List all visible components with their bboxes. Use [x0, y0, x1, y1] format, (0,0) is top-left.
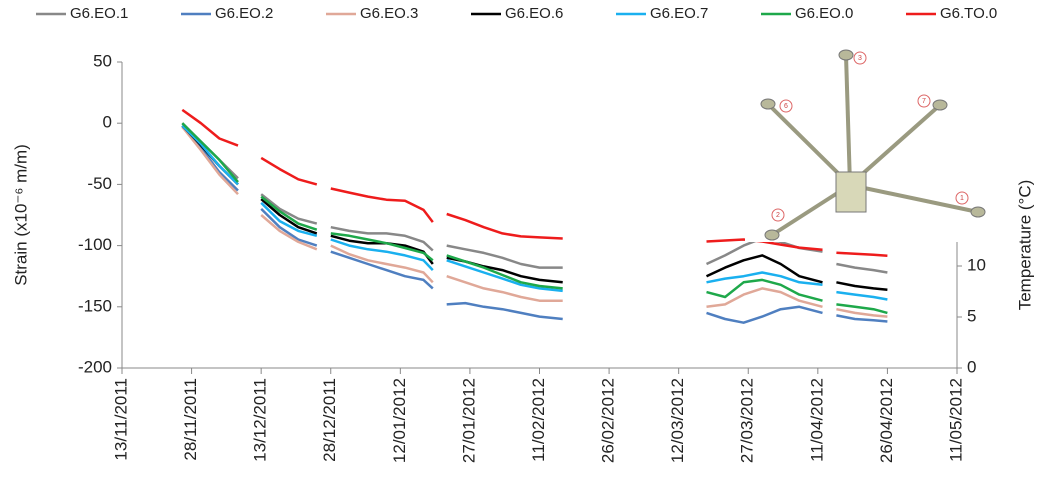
x-tick-label: 11/04/2012 [807, 378, 826, 462]
y2-tick-label: 10 [967, 255, 986, 274]
x-tick-label: 26/04/2012 [877, 378, 896, 463]
series-line [181, 108, 888, 258]
legend-label: G6.TO.0 [940, 5, 997, 22]
x-tick-label: 12/03/2012 [668, 378, 687, 463]
diagram-bg [745, 42, 990, 242]
diagram-label-ring [771, 208, 785, 222]
diagram-label: 1 [960, 195, 964, 202]
diagram-label-ring [955, 191, 969, 205]
y-axis-title: Strain (x10⁻⁶ m/m) [11, 144, 30, 286]
x-tick-label: 11/02/2012 [529, 378, 548, 462]
diagram-anchor [970, 206, 986, 218]
legend-label: G6.EO.7 [650, 5, 708, 22]
diagram-rod [849, 183, 979, 214]
y2-tick-label: 0 [967, 357, 976, 376]
x-tick-label: 27/01/2012 [459, 378, 478, 463]
series-line [181, 126, 888, 324]
diagram-label: 6 [784, 103, 788, 110]
series-line [181, 122, 888, 315]
diagram-label: 2 [776, 212, 780, 219]
x-tick-label: 28/12/2011 [320, 378, 339, 462]
legend-label: G6.EO.0 [795, 5, 853, 22]
diagram-block [835, 171, 867, 213]
y-tick-label: -100 [78, 235, 112, 254]
x-tick-label: 26/02/2012 [599, 378, 618, 463]
x-tick-label: 13/12/2011 [251, 378, 270, 462]
x-tick-label: 13/11/2011 [111, 378, 130, 461]
diagram-anchor [764, 229, 780, 241]
y-tick-label: -150 [78, 296, 112, 315]
diagram-anchor [838, 49, 854, 61]
x-tick-label: 12/01/2012 [390, 378, 409, 463]
y2-axis-title: Temperature (°C) [1015, 180, 1034, 311]
sensor-diagram: 1 2 3 6 7 [745, 42, 990, 242]
x-tick-label: 28/11/2011 [181, 378, 200, 461]
diagram-rod [844, 54, 852, 186]
legend-label: G6.EO.1 [70, 5, 128, 22]
y-tick-label: -200 [78, 357, 112, 376]
diagram-label-ring [779, 99, 793, 113]
legend-label: G6.EO.2 [215, 5, 273, 22]
diagram-anchor [932, 99, 948, 111]
y-tick-label: 50 [93, 51, 112, 70]
diagram-label-ring [853, 51, 867, 65]
diagram-anchor [760, 98, 776, 110]
series-line [181, 126, 888, 318]
diagram-label: 3 [858, 55, 862, 62]
x-tick-label: 11/05/2012 [946, 378, 965, 462]
y2-tick-label: 5 [967, 306, 976, 325]
diagram-label: 7 [922, 98, 926, 105]
legend-label: G6.EO.6 [505, 5, 563, 22]
legend-label: G6.EO.3 [360, 5, 418, 22]
y-tick-label: -50 [87, 174, 112, 193]
y-tick-label: 0 [103, 113, 112, 132]
x-tick-label: 27/03/2012 [738, 378, 757, 463]
diagram-label-ring [917, 94, 931, 108]
series-line [181, 124, 888, 301]
